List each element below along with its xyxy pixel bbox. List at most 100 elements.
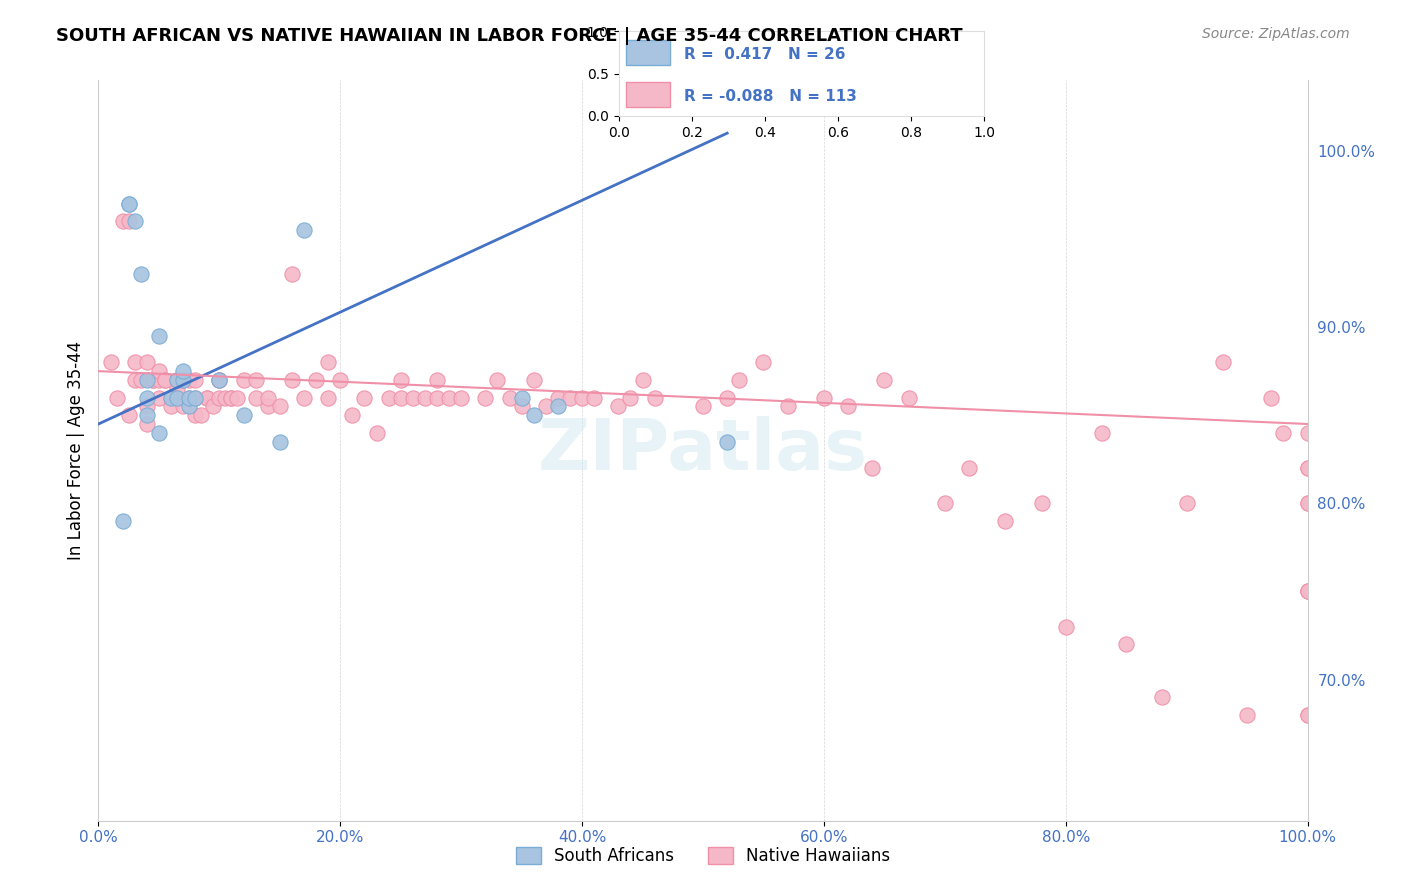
Point [292, 223, 315, 237]
Point [486, 373, 509, 387]
Point [256, 400, 278, 414]
Point [1236, 707, 1258, 722]
Point [607, 400, 630, 414]
Point [583, 391, 606, 405]
Point [135, 355, 157, 369]
Text: R = -0.088   N = 113: R = -0.088 N = 113 [685, 89, 858, 104]
Point [547, 391, 569, 405]
Point [426, 391, 449, 405]
Point [124, 373, 146, 387]
Point [245, 391, 267, 405]
Point [129, 267, 152, 281]
Point [837, 400, 859, 414]
Point [1296, 425, 1319, 440]
Point [523, 373, 546, 387]
Point [1091, 425, 1114, 440]
Point [142, 373, 165, 387]
Point [510, 391, 533, 405]
Point [208, 373, 231, 387]
Point [166, 373, 188, 387]
Point [558, 391, 581, 405]
Point [752, 355, 775, 369]
Point [994, 514, 1017, 528]
Point [245, 373, 267, 387]
Point [957, 461, 980, 475]
Point [195, 391, 218, 405]
Point [716, 391, 738, 405]
Text: Source: ZipAtlas.com: Source: ZipAtlas.com [1202, 27, 1350, 41]
Point [208, 391, 231, 405]
Point [547, 400, 569, 414]
Point [118, 214, 141, 228]
Point [184, 373, 207, 387]
Point [179, 400, 201, 414]
Point [1296, 584, 1319, 599]
Point [534, 400, 557, 414]
Point [179, 391, 201, 405]
Point [389, 391, 412, 405]
Point [342, 408, 364, 422]
Point [135, 400, 157, 414]
Point [195, 391, 218, 405]
Point [148, 329, 170, 343]
Point [1296, 496, 1319, 510]
Point [118, 196, 141, 211]
Point [232, 408, 254, 422]
Point [474, 391, 496, 405]
Point [813, 391, 835, 405]
Point [1296, 461, 1319, 475]
Point [1296, 584, 1319, 599]
Point [366, 425, 388, 440]
Point [269, 434, 291, 449]
Point [292, 391, 315, 405]
Point [214, 391, 236, 405]
Point [166, 373, 188, 387]
FancyBboxPatch shape [626, 40, 669, 65]
Point [166, 391, 188, 405]
Point [437, 391, 460, 405]
Point [873, 373, 896, 387]
Point [190, 408, 212, 422]
Point [316, 391, 339, 405]
Point [1115, 637, 1137, 651]
Point [135, 417, 157, 431]
Point [523, 408, 546, 422]
Point [179, 373, 201, 387]
Point [124, 355, 146, 369]
Point [1296, 584, 1319, 599]
Point [135, 408, 157, 422]
Point [269, 400, 291, 414]
Point [619, 391, 641, 405]
Point [100, 355, 122, 369]
Point [644, 391, 666, 405]
Point [305, 373, 328, 387]
Point [166, 391, 188, 405]
Point [571, 391, 593, 405]
FancyBboxPatch shape [626, 82, 669, 108]
Point [1212, 355, 1234, 369]
Point [118, 196, 141, 211]
Point [111, 214, 134, 228]
Point [934, 496, 956, 510]
Point [1272, 425, 1295, 440]
Point [129, 373, 152, 387]
Point [728, 373, 751, 387]
Point [256, 391, 278, 405]
Point [208, 373, 231, 387]
Point [1296, 707, 1319, 722]
Point [179, 391, 201, 405]
Point [510, 400, 533, 414]
Point [353, 391, 375, 405]
Point [172, 373, 194, 387]
Point [105, 391, 128, 405]
Point [153, 373, 176, 387]
Point [498, 391, 520, 405]
Point [897, 391, 920, 405]
Point [389, 373, 412, 387]
Text: R =  0.417   N = 26: R = 0.417 N = 26 [685, 46, 846, 62]
Point [692, 400, 714, 414]
Point [148, 364, 170, 378]
Point [172, 364, 194, 378]
Legend: South Africans, Native Hawaiians: South Africans, Native Hawaiians [509, 840, 897, 871]
Point [166, 382, 188, 396]
